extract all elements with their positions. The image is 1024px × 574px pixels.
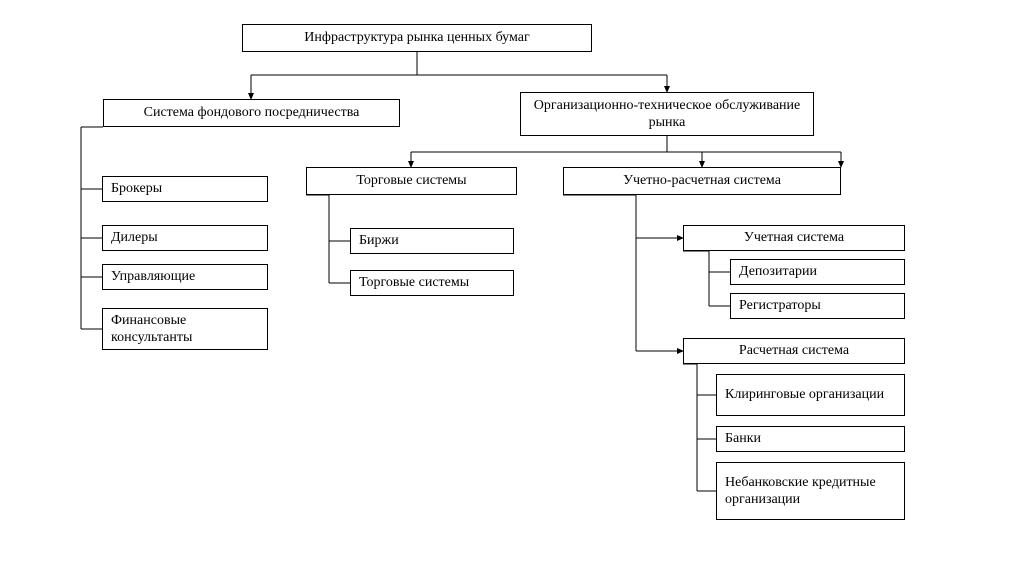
node-registrars: Регистраторы (730, 293, 905, 319)
node-banks-label: Банки (725, 430, 761, 448)
node-depositories: Депозитарии (730, 259, 905, 285)
node-dealers-label: Дилеры (111, 229, 158, 247)
node-exchanges: Биржи (350, 228, 514, 254)
node-nonbank: Небанковские кредитные организации (716, 462, 905, 520)
node-banks: Банки (716, 426, 905, 452)
node-settle-system: Расчетная система (683, 338, 905, 364)
node-clearing: Клиринговые организации (716, 374, 905, 416)
node-trade-systems: Торговые системы (306, 167, 517, 195)
node-acct-system-label: Учетная система (744, 229, 844, 247)
node-acct-settlement: Учетно-расчетная система (563, 167, 841, 195)
node-root: Инфраструктура рынка ценных бумаг (242, 24, 592, 52)
node-trade-systems2-label: Торговые системы (359, 274, 469, 292)
node-brokers-label: Брокеры (111, 180, 162, 198)
node-acct-settlement-label: Учетно-расчетная система (623, 172, 781, 190)
node-registrars-label: Регистраторы (739, 297, 821, 315)
node-org-label: Организационно-техническое обслуживание … (529, 97, 805, 132)
node-brokers: Брокеры (102, 176, 268, 202)
node-fund: Система фондового посредничества (103, 99, 400, 127)
node-root-label: Инфраструктура рынка ценных бумаг (304, 29, 529, 47)
node-exchanges-label: Биржи (359, 232, 399, 250)
node-finconsult-label: Финансовые консультанты (111, 312, 259, 347)
node-acct-system: Учетная система (683, 225, 905, 251)
node-fund-label: Система фондового посредничества (144, 104, 360, 122)
node-dealers: Дилеры (102, 225, 268, 251)
node-trade-systems2: Торговые системы (350, 270, 514, 296)
node-depositories-label: Депозитарии (739, 263, 817, 281)
node-finconsult: Финансовые консультанты (102, 308, 268, 350)
node-clearing-label: Клиринговые организации (725, 386, 884, 404)
node-nonbank-label: Небанковские кредитные организации (725, 474, 896, 509)
node-managers-label: Управляющие (111, 268, 195, 286)
node-managers: Управляющие (102, 264, 268, 290)
node-trade-systems-label: Торговые системы (356, 172, 466, 190)
node-settle-system-label: Расчетная система (739, 342, 849, 360)
node-org: Организационно-техническое обслуживание … (520, 92, 814, 136)
